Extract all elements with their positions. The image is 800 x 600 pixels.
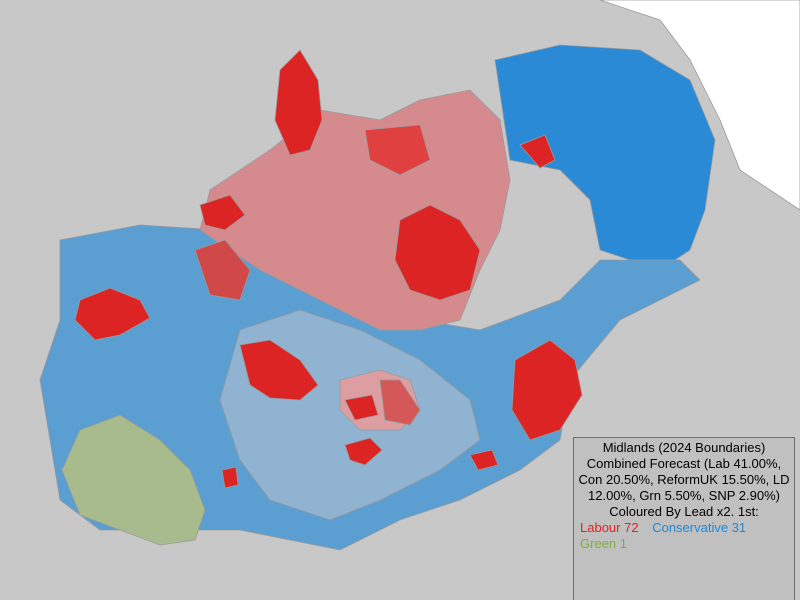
party-seats: 31 bbox=[731, 520, 747, 535]
labour-misc bbox=[364, 124, 431, 176]
labour-west bbox=[74, 287, 151, 341]
party-entry: Conservative 31 bbox=[652, 520, 746, 535]
labour-misc bbox=[199, 194, 246, 231]
legend-colouring: Coloured By Lead x2. 1st: bbox=[609, 504, 759, 519]
mid-red bbox=[194, 239, 251, 301]
party-name: Conservative bbox=[652, 520, 729, 535]
labour-misc bbox=[344, 394, 379, 421]
labour-east bbox=[511, 339, 583, 441]
party-name: Green bbox=[580, 536, 617, 551]
party-list: Labour 72 Conservative 31 Green 1 bbox=[578, 520, 790, 552]
mid-red bbox=[379, 379, 421, 426]
legend-title: Midlands (2024 Boundaries) bbox=[602, 440, 766, 455]
labour-north bbox=[274, 49, 323, 156]
labour-birmingham bbox=[239, 339, 319, 401]
labour-misc bbox=[469, 449, 499, 471]
party-entry: Green 1 bbox=[580, 536, 627, 551]
party-seats: 1 bbox=[619, 536, 627, 551]
party-name: Labour bbox=[580, 520, 621, 535]
labour-centre bbox=[394, 204, 481, 301]
party-entry: Labour 72 bbox=[580, 520, 639, 535]
labour-misc bbox=[221, 466, 239, 489]
party-seats: 72 bbox=[624, 520, 639, 535]
legend-forecast: Combined Forecast (Lab 41.00%, Con 20.50… bbox=[578, 456, 790, 503]
green-area bbox=[61, 414, 206, 546]
labour-misc bbox=[519, 134, 556, 169]
labour-misc bbox=[344, 437, 383, 466]
sea bbox=[599, 0, 800, 211]
legend-box: Midlands (2024 Boundaries) Combined Fore… bbox=[573, 437, 795, 600]
conservative-east bbox=[494, 44, 716, 271]
